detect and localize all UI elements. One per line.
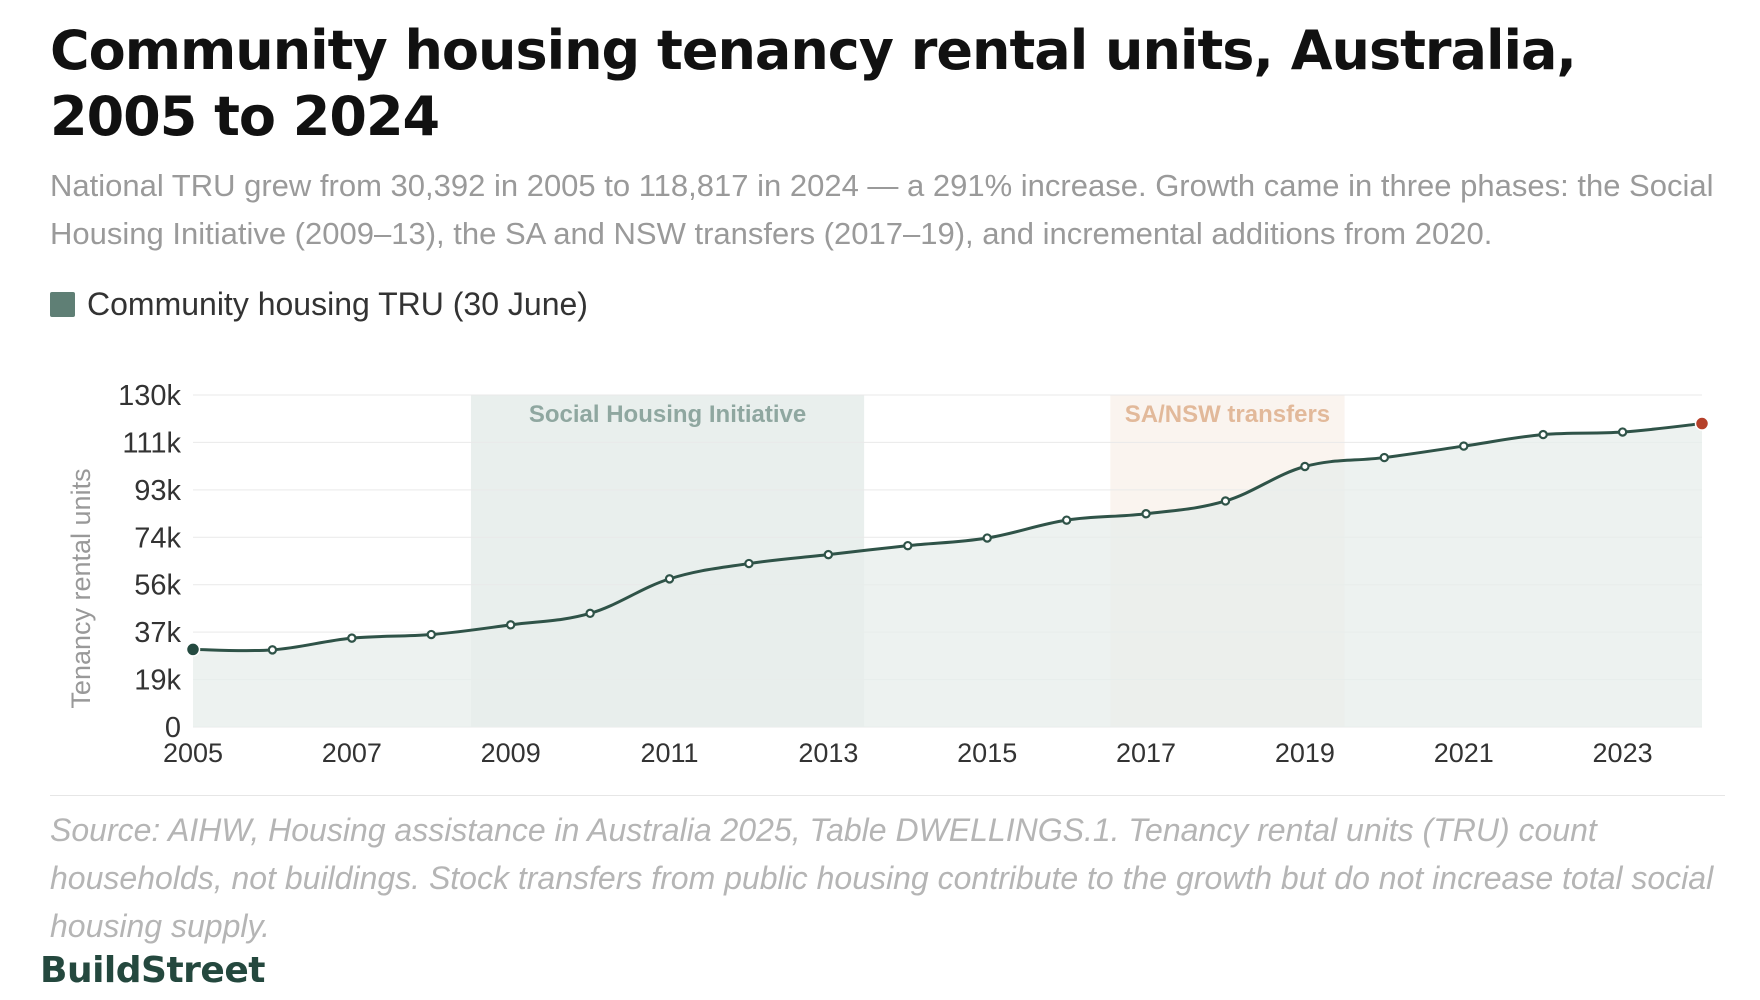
- data-point: [1694, 416, 1710, 431]
- x-tick-label: 2009: [481, 738, 541, 768]
- y-tick-label: 37k: [134, 617, 181, 649]
- x-tick-label: 2023: [1593, 738, 1653, 768]
- x-tick-label: 2005: [163, 738, 223, 768]
- source-note: Source: AIHW, Housing assistance in Aust…: [50, 812, 1714, 944]
- data-point: [1300, 461, 1310, 472]
- y-axis-label: Tenancy rental units: [66, 468, 96, 708]
- annotation-label: Social Housing Initiative: [529, 401, 806, 428]
- x-tick-label: 2007: [322, 738, 382, 768]
- series-line: [191, 422, 1704, 653]
- data-point: [1141, 509, 1151, 519]
- x-tick-label: 2017: [1116, 738, 1176, 768]
- data-point: [1617, 427, 1628, 437]
- y-tick-label: 130k: [118, 380, 181, 412]
- data-point: [1538, 429, 1548, 440]
- data-point: [823, 549, 834, 560]
- brand-logo: BuildStreet: [40, 950, 265, 991]
- data-point: [1220, 496, 1231, 506]
- x-tick-label: 2013: [798, 738, 858, 768]
- chart-title: Community housing tenancy rental units, …: [50, 19, 1577, 148]
- series-area: [193, 423, 1702, 727]
- data-point: [744, 558, 754, 569]
- data-point: [903, 540, 913, 551]
- data-point: [1061, 515, 1072, 525]
- chart-subtitle: National TRU grew from 30,392 in 2005 to…: [50, 168, 1714, 251]
- x-tick-label: 2021: [1434, 738, 1494, 768]
- legend: Community housing TRU (30 June): [50, 282, 588, 326]
- square-swatch-icon: [50, 291, 75, 317]
- y-tick-label: 19k: [134, 665, 181, 697]
- data-point: [505, 620, 516, 630]
- y-tick-label: 56k: [134, 570, 181, 602]
- x-tick-label: 2019: [1275, 738, 1335, 768]
- data-point: [185, 642, 201, 657]
- data-point: [1379, 452, 1390, 463]
- data-point: [1459, 441, 1469, 451]
- y-tick-label: 74k: [134, 522, 181, 554]
- x-tick-label: 2015: [957, 738, 1017, 768]
- y-tick-label: 111k: [122, 427, 181, 459]
- x-tick-label: 2011: [640, 738, 698, 768]
- area-chart: Social Housing Initiative SA/NSW transfer…: [66, 380, 1710, 768]
- data-point: [982, 533, 992, 543]
- data-point: [664, 574, 675, 584]
- data-point: [347, 633, 357, 643]
- y-tick-label: 93k: [134, 475, 181, 507]
- divider: [50, 795, 1725, 796]
- y-tick-label: 0: [165, 712, 181, 744]
- data-point: [426, 629, 436, 640]
- legend-label: Community housing TRU (30 June): [87, 285, 588, 322]
- annotation-label: SA/NSW transfers: [1125, 401, 1330, 428]
- data-point: [585, 608, 595, 619]
- data-point: [267, 645, 278, 655]
